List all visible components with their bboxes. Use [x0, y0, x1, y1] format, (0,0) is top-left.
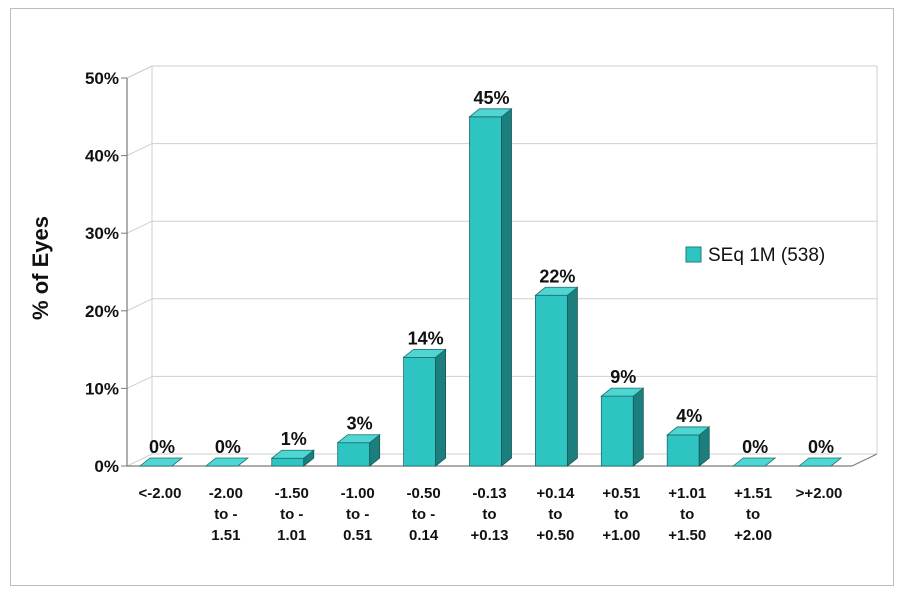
bar-top [799, 458, 841, 466]
data-label: 1% [281, 429, 307, 449]
x-tick-label: +0.51 to +1.00 [602, 485, 640, 544]
gridline-depth [127, 221, 152, 233]
bar-front [535, 295, 567, 466]
x-tick-label: +0.14 to +0.50 [536, 485, 575, 544]
bar-top [733, 458, 775, 466]
gridline-depth [127, 299, 152, 311]
top-depth-edge [127, 66, 152, 78]
y-axis-title: % of Eyes [28, 216, 53, 320]
bar [535, 287, 577, 466]
legend-label: SEq 1M (538) [708, 245, 825, 266]
y-tick-label: 10% [85, 379, 119, 398]
data-label: 0% [808, 437, 834, 457]
bar-front [404, 357, 436, 466]
bar-front [272, 458, 304, 466]
data-label: 45% [473, 88, 509, 108]
x-axis-categories: <-2.00 -2.00 to -1.51 -1.50 to -1.01 -1.00 to … [138, 485, 842, 544]
x-tick-label: <-2.00 [138, 485, 181, 502]
floor-depth-edge [852, 454, 877, 466]
bar [470, 109, 512, 466]
y-tick-label: 40% [85, 147, 119, 166]
bar-side [436, 349, 446, 466]
x-tick-label: +1.51 to +2.00 [734, 485, 772, 544]
bar [601, 388, 643, 466]
bar [733, 458, 775, 466]
x-tick-label: -0.50 to -0.14 [406, 485, 440, 544]
bar-top [140, 458, 182, 466]
bar-top [206, 458, 248, 466]
x-tick-label: -2.00 to -1.51 [209, 485, 243, 544]
bar-front [338, 443, 370, 466]
bar [667, 427, 709, 466]
data-label: 22% [539, 266, 575, 286]
bar [799, 458, 841, 466]
data-label: 9% [610, 367, 636, 387]
x-tick-label: +1.01 to +1.50 [668, 485, 706, 544]
bar-side [567, 287, 577, 466]
bar [338, 435, 380, 466]
bars [140, 109, 841, 466]
bar-front [667, 435, 699, 466]
x-tick-label: >+2.00 [796, 485, 843, 502]
bar-front [601, 396, 633, 466]
data-label: 0% [742, 437, 768, 457]
data-label: 4% [676, 406, 702, 426]
x-tick-label: -0.13 to +0.13 [471, 485, 509, 544]
y-tick-label: 20% [85, 302, 119, 321]
gridline-depth [127, 144, 152, 156]
bar-side [502, 109, 512, 466]
x-tick-label: -1.00 to -0.51 [341, 485, 375, 544]
legend: SEq 1M (538) [686, 245, 825, 266]
data-label: 0% [149, 437, 175, 457]
bar [404, 349, 446, 466]
bar-side [633, 388, 643, 466]
bar [206, 458, 248, 466]
bar [140, 458, 182, 466]
data-label: 3% [347, 414, 373, 434]
gridline-depth [127, 376, 152, 388]
y-tick-label: 50% [85, 69, 119, 88]
data-label: 0% [215, 437, 241, 457]
y-axis-ticks: 0% 10% 20% 30% 40% 50% [85, 69, 127, 476]
legend-swatch [686, 247, 701, 262]
y-tick-label: 30% [85, 224, 119, 243]
x-tick-label: -1.50 to -1.01 [275, 485, 309, 544]
data-label: 14% [408, 328, 444, 348]
bar-front [470, 117, 502, 466]
y-tick-label: 0% [94, 457, 119, 476]
bar [272, 450, 314, 466]
